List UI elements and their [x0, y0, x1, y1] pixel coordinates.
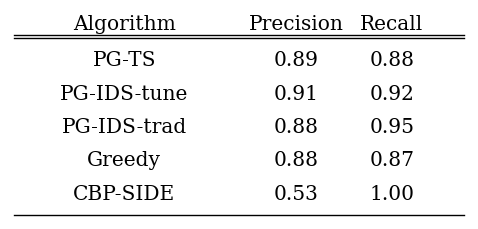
Text: PG-TS: PG-TS — [93, 51, 156, 70]
Text: 0.53: 0.53 — [274, 184, 319, 203]
Text: PG-IDS-tune: PG-IDS-tune — [60, 85, 188, 103]
Text: PG-IDS-trad: PG-IDS-trad — [62, 118, 187, 136]
Text: CBP-SIDE: CBP-SIDE — [73, 184, 175, 203]
Text: Algorithm: Algorithm — [73, 15, 176, 33]
Text: 0.89: 0.89 — [274, 51, 319, 70]
Text: 1.00: 1.00 — [369, 184, 414, 203]
Text: 0.87: 0.87 — [369, 151, 414, 170]
Text: Precision: Precision — [249, 15, 344, 33]
Text: 0.92: 0.92 — [369, 85, 414, 103]
Text: Greedy: Greedy — [87, 151, 161, 170]
Text: 0.91: 0.91 — [274, 85, 319, 103]
Text: 0.88: 0.88 — [369, 51, 414, 70]
Text: 0.88: 0.88 — [274, 118, 319, 136]
Text: 0.88: 0.88 — [274, 151, 319, 170]
Text: Recall: Recall — [360, 15, 424, 33]
Text: 0.95: 0.95 — [369, 118, 414, 136]
